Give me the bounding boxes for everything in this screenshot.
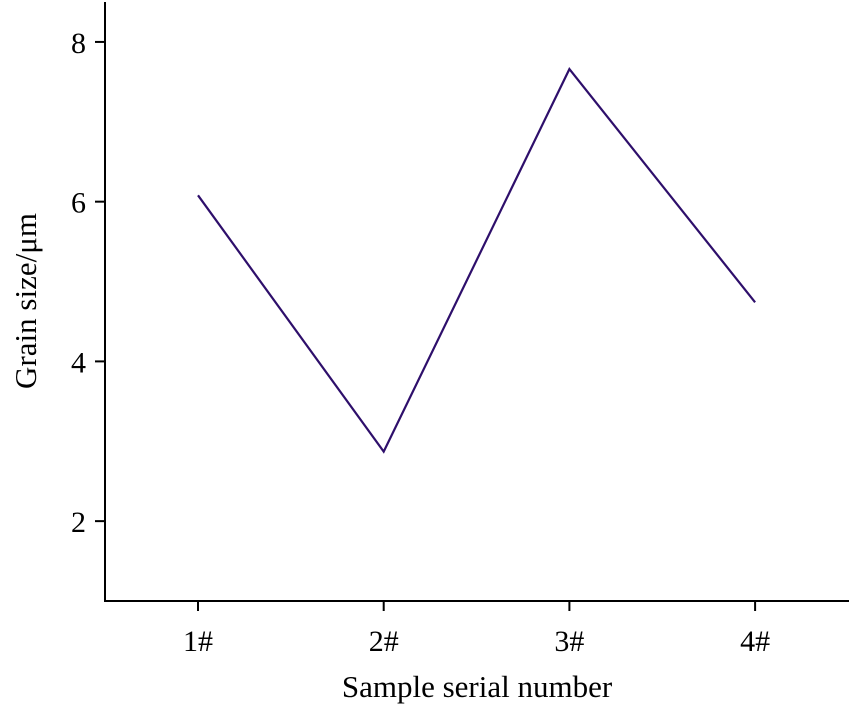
y-tick-label: 4 [71, 346, 86, 379]
x-tick-label: 2# [369, 625, 399, 658]
x-tick-label: 3# [554, 625, 584, 658]
y-tick-label: 2 [71, 506, 86, 539]
y-axis-title: Grain size/μm [8, 213, 43, 389]
y-axis-ticks: 2 4 6 8 [71, 27, 105, 539]
plot-area [197, 67, 756, 454]
y-tick-label: 6 [71, 187, 86, 220]
x-axis-ticks: 1# 2# 3# 4# [183, 601, 770, 658]
chart-axes [104, 2, 849, 602]
x-tick-label: 4# [740, 625, 770, 658]
x-axis-title: Sample serial number [342, 669, 613, 704]
y-tick-label: 8 [71, 27, 86, 60]
series-line [197, 67, 756, 454]
x-tick-label: 1# [183, 625, 213, 658]
